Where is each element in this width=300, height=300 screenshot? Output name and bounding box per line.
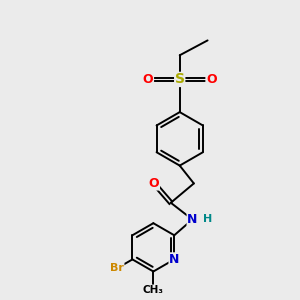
Text: O: O [149,177,159,190]
Text: O: O [143,73,154,86]
Text: N: N [187,213,197,226]
Text: N: N [169,253,179,266]
Text: H: H [203,214,213,224]
Text: CH₃: CH₃ [143,285,164,295]
Text: S: S [175,72,185,86]
Text: Br: Br [110,263,124,273]
Text: O: O [206,73,217,86]
